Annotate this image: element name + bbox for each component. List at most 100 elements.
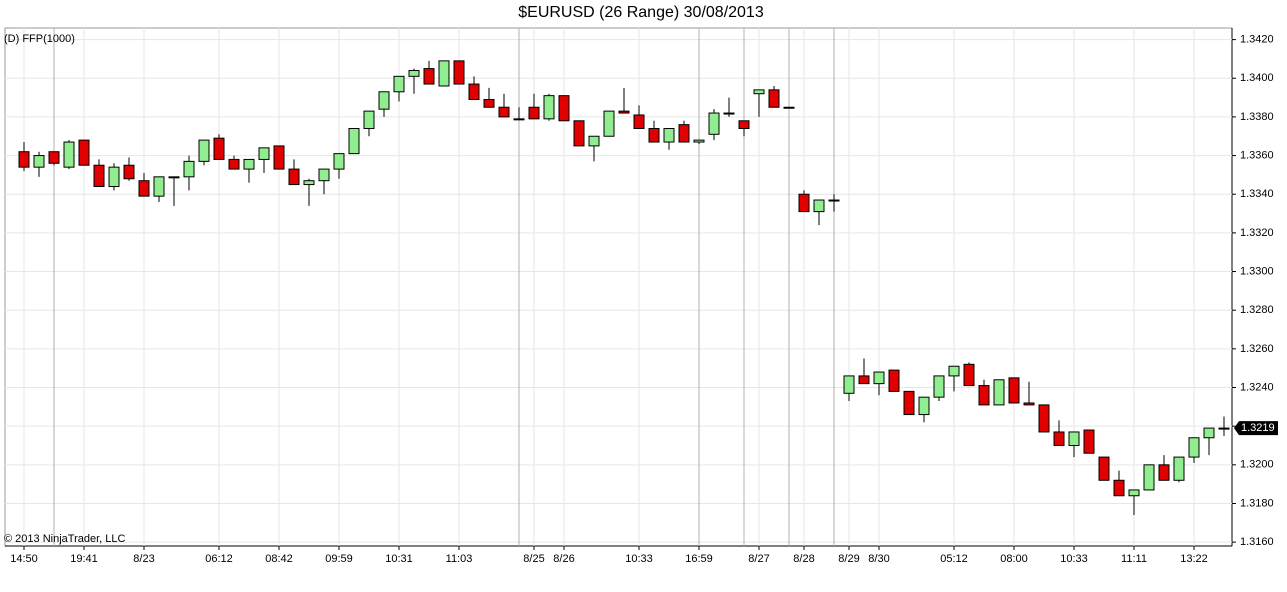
candle-body: [543, 95, 555, 120]
y-tick-label: 1.3180: [1240, 497, 1274, 509]
candle-body: [363, 110, 375, 130]
candle-body: [438, 60, 450, 87]
x-tick-label: 14:50: [10, 553, 38, 565]
candle-body: [753, 89, 765, 95]
candle-body: [513, 118, 525, 121]
chart-title: $EURUSD (26 Range) 30/08/2013: [518, 4, 764, 21]
candle-body: [468, 83, 480, 101]
x-tick-label: 8/27: [748, 553, 769, 565]
candle-body: [78, 139, 90, 166]
candle-body: [423, 68, 435, 85]
candle-body: [93, 164, 105, 187]
candle-body: [558, 95, 570, 122]
candle-body: [183, 160, 195, 178]
candle-body: [603, 110, 615, 137]
candle-body: [303, 180, 315, 186]
candle-body: [48, 151, 60, 164]
x-tick-label: 08:42: [265, 553, 293, 565]
candle-body: [783, 106, 795, 109]
y-tick-label: 1.3340: [1240, 188, 1274, 200]
candle-body: [138, 180, 150, 197]
candle-body: [1083, 429, 1095, 454]
candle-body: [738, 120, 750, 130]
y-tick-label: 1.3380: [1240, 111, 1274, 123]
candle-body: [663, 128, 675, 143]
candle-body: [1098, 456, 1110, 481]
x-tick-label: 08:00: [1000, 553, 1028, 565]
y-tick-label: 1.3280: [1240, 304, 1274, 316]
candle-body: [1038, 404, 1050, 433]
candle-body: [933, 375, 945, 398]
y-tick-label: 1.3420: [1240, 34, 1274, 46]
candle-body: [273, 145, 285, 170]
x-tick-label: 8/23: [133, 553, 154, 565]
x-tick-label: 09:59: [325, 553, 353, 565]
x-tick-label: 10:31: [385, 553, 413, 565]
x-tick-label: 11:11: [1121, 553, 1147, 565]
candle-body: [573, 120, 585, 147]
candle-body: [888, 369, 900, 392]
candle-body: [1008, 377, 1020, 404]
x-tick-label: 16:59: [685, 553, 713, 565]
candle-body: [1218, 427, 1230, 430]
y-tick-label: 1.3160: [1240, 536, 1274, 548]
candle-body: [33, 155, 45, 168]
candle-body: [258, 147, 270, 160]
plot-frame: [4, 27, 1233, 547]
candle-body: [858, 375, 870, 385]
y-tick-label: 1.3400: [1240, 72, 1274, 84]
candle-body: [408, 70, 420, 77]
indicator-label: (D) FFP(1000): [4, 33, 75, 45]
x-tick-label: 8/25: [523, 553, 544, 565]
candle-body: [918, 396, 930, 416]
y-tick-label: 1.3260: [1240, 343, 1274, 355]
candle-body: [1173, 456, 1185, 481]
candle-body: [1113, 479, 1125, 497]
candle-body: [828, 199, 840, 202]
candle-body: [798, 193, 810, 213]
y-tick-label: 1.3240: [1240, 381, 1274, 393]
x-tick-label: 8/26: [553, 553, 574, 565]
candle-body: [108, 166, 120, 187]
candle-body: [378, 91, 390, 110]
candle-body: [288, 168, 300, 186]
candle-body: [348, 128, 360, 155]
x-tick-label: 11:03: [446, 553, 473, 565]
candle-body: [1143, 464, 1155, 491]
x-tick-label: 8/28: [793, 553, 814, 565]
candle-body: [693, 139, 705, 143]
x-tick-label: 05:12: [940, 553, 968, 565]
candle-body: [993, 379, 1005, 406]
x-tick-label: 19:41: [70, 553, 98, 565]
candle-body: [18, 151, 30, 168]
candle-body: [453, 60, 465, 85]
candle-body: [333, 153, 345, 170]
x-tick-label: 13:22: [1180, 553, 1208, 565]
x-tick-label: 8/29: [838, 553, 859, 565]
candle-body: [873, 371, 885, 385]
candle-body: [213, 137, 225, 160]
candle-body: [498, 106, 510, 118]
candle-body: [153, 176, 165, 197]
price-marker: [1234, 421, 1278, 436]
x-tick-label: 8/30: [868, 553, 889, 565]
x-tick-label: 10:33: [1060, 553, 1088, 565]
candle-body: [1203, 427, 1215, 439]
candle-body: [633, 114, 645, 130]
candle-body: [483, 99, 495, 108]
candle-body: [528, 106, 540, 120]
copyright: © 2013 NinjaTrader, LLC: [4, 533, 125, 545]
last-price-label: 1.3219: [1241, 422, 1275, 434]
candle-body: [1128, 489, 1140, 497]
y-tick-label: 1.3300: [1240, 265, 1274, 277]
x-tick-label: 06:12: [205, 553, 233, 565]
candle-body: [768, 89, 780, 108]
candle-body: [243, 158, 255, 170]
candle-body: [843, 375, 855, 394]
candle-body: [228, 158, 240, 170]
candle-body: [1023, 402, 1035, 406]
candle-body: [618, 110, 630, 114]
y-tick-label: 1.3200: [1240, 459, 1274, 471]
candle-body: [1188, 437, 1200, 458]
candle-body: [393, 75, 405, 93]
